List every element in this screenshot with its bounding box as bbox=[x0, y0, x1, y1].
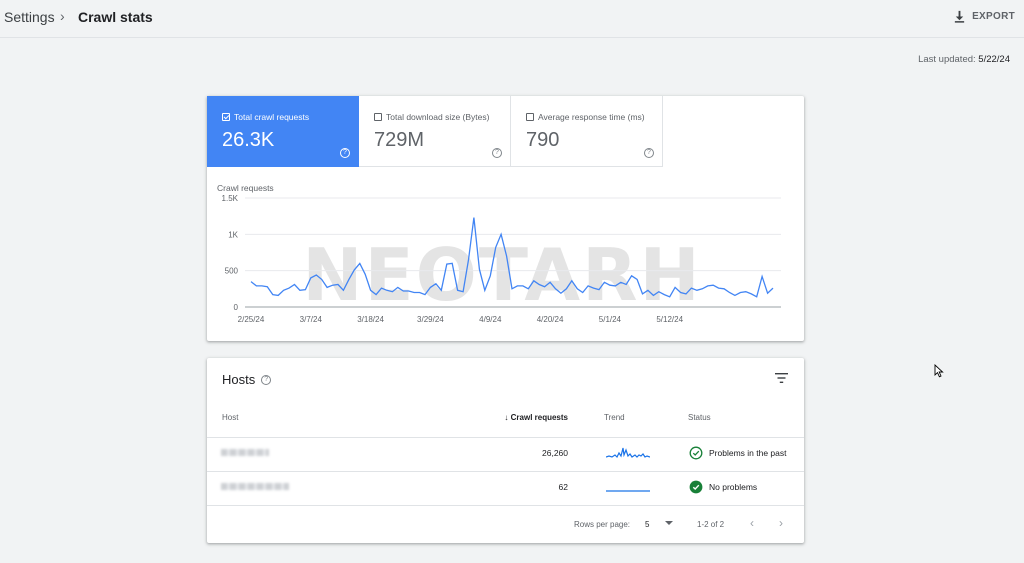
export-button[interactable]: EXPORT bbox=[953, 10, 1015, 23]
y-tick-label: 500 bbox=[225, 267, 239, 276]
metric-label-row: Total crawl requests bbox=[222, 112, 309, 122]
last-updated-label: Last updated: bbox=[918, 54, 976, 65]
host-name-redacted[interactable] bbox=[221, 449, 269, 456]
metric-label-row: Total download size (Bytes) bbox=[374, 112, 489, 122]
column-crawl-label: Crawl requests bbox=[510, 413, 568, 422]
column-trend: Trend bbox=[604, 413, 625, 422]
column-crawl-requests[interactable]: ↓ Crawl requests bbox=[501, 413, 568, 422]
metric-label-row: Average response time (ms) bbox=[526, 112, 645, 122]
metric-label: Total download size (Bytes) bbox=[386, 112, 490, 122]
checkbox-checked-icon[interactable] bbox=[222, 113, 230, 121]
metric-label: Total crawl requests bbox=[234, 112, 310, 122]
chart-title: Crawl requests bbox=[217, 183, 274, 193]
arrow-down-icon: ↓ bbox=[504, 413, 509, 422]
watermark: NEOTARH bbox=[302, 233, 702, 317]
status-text: Problems in the past bbox=[709, 448, 787, 458]
x-tick-label: 3/7/24 bbox=[300, 315, 323, 324]
help-icon[interactable]: ? bbox=[261, 374, 272, 385]
check-circle-icon bbox=[689, 480, 703, 494]
crawl-requests-chart: NEOTARH 0 500 1K 1.5K 2/25/24 3/7/24 3/18/24 3… bbox=[222, 194, 781, 324]
y-tick-label: 1.5K bbox=[222, 194, 239, 203]
host-name-redacted[interactable] bbox=[221, 483, 289, 490]
crawl-count: 62 bbox=[558, 482, 568, 492]
chevron-right-icon: › bbox=[60, 8, 65, 24]
trend-sparkline bbox=[606, 447, 650, 459]
next-page-button[interactable]: › bbox=[779, 516, 783, 530]
export-label: EXPORT bbox=[972, 11, 1015, 22]
status-cell: No problems bbox=[689, 480, 757, 494]
download-icon bbox=[954, 10, 965, 23]
previous-page-button[interactable]: ‹ bbox=[750, 516, 754, 530]
page-range: 1-2 of 2 bbox=[697, 520, 725, 529]
column-host[interactable]: Host bbox=[222, 413, 239, 422]
x-tick-label: 5/12/24 bbox=[656, 315, 683, 324]
divider bbox=[207, 505, 804, 506]
check-circle-outline-icon bbox=[689, 446, 703, 460]
checkbox-icon[interactable] bbox=[374, 113, 382, 121]
top-bar: Settings › Crawl stats EXPORT bbox=[0, 0, 1024, 38]
metric-average-response-time[interactable]: Average response time (ms) 790 ? bbox=[511, 96, 663, 167]
status-cell: Problems in the past bbox=[689, 446, 786, 460]
trend-sparkline bbox=[606, 490, 650, 492]
x-tick-label: 4/20/24 bbox=[537, 315, 564, 324]
x-tick-label: 3/29/24 bbox=[417, 315, 444, 324]
metric-value: 790 bbox=[526, 129, 560, 151]
hosts-title-text: Hosts bbox=[222, 372, 256, 387]
x-tick-label: 2/25/24 bbox=[238, 315, 265, 324]
metric-value: 26.3K bbox=[222, 129, 275, 151]
status-text: No problems bbox=[709, 482, 758, 492]
hosts-title: Hosts ? bbox=[222, 372, 272, 387]
metric-total-crawl-requests[interactable]: Total crawl requests 26.3K ? bbox=[207, 96, 359, 167]
last-updated: Last updated: 5/22/24 bbox=[918, 54, 1010, 65]
divider bbox=[207, 437, 804, 438]
last-updated-value: 5/22/24 bbox=[978, 54, 1010, 65]
table-row[interactable]: 62 No problems bbox=[207, 471, 804, 505]
rows-per-page-select[interactable]: 5 bbox=[645, 520, 650, 529]
x-tick-label: 5/1/24 bbox=[599, 315, 622, 324]
table-row[interactable]: 26,260 Problems in the past bbox=[207, 437, 804, 471]
metric-total-download-size[interactable]: Total download size (Bytes) 729M ? bbox=[359, 96, 511, 167]
page-title: Crawl stats bbox=[78, 9, 153, 25]
breadcrumb-settings[interactable]: Settings bbox=[4, 9, 55, 25]
metric-value: 729M bbox=[374, 129, 425, 151]
metric-label: Average response time (ms) bbox=[538, 112, 645, 122]
crawl-count: 26,260 bbox=[542, 448, 568, 458]
column-status: Status bbox=[688, 413, 711, 422]
dropdown-caret-icon[interactable] bbox=[665, 521, 673, 525]
divider bbox=[207, 471, 804, 472]
help-icon[interactable]: ? bbox=[492, 148, 502, 158]
help-icon[interactable]: ? bbox=[340, 148, 350, 158]
checkbox-icon[interactable] bbox=[526, 113, 534, 121]
filter-icon[interactable] bbox=[775, 372, 788, 384]
y-tick-label: 0 bbox=[234, 303, 239, 312]
crawl-stats-card: Total crawl requests 26.3K ? Total downl… bbox=[207, 96, 804, 341]
series-line bbox=[250, 217, 774, 298]
help-icon[interactable]: ? bbox=[644, 148, 654, 158]
y-tick-label: 1K bbox=[228, 230, 238, 239]
x-tick-label: 3/18/24 bbox=[357, 315, 384, 324]
mouse-cursor-icon bbox=[934, 364, 944, 378]
rows-per-page-label: Rows per page: bbox=[574, 520, 631, 529]
x-tick-label: 4/9/24 bbox=[479, 315, 502, 324]
hosts-card: Hosts ? Host ↓ Crawl requests Trend Stat… bbox=[207, 358, 804, 543]
